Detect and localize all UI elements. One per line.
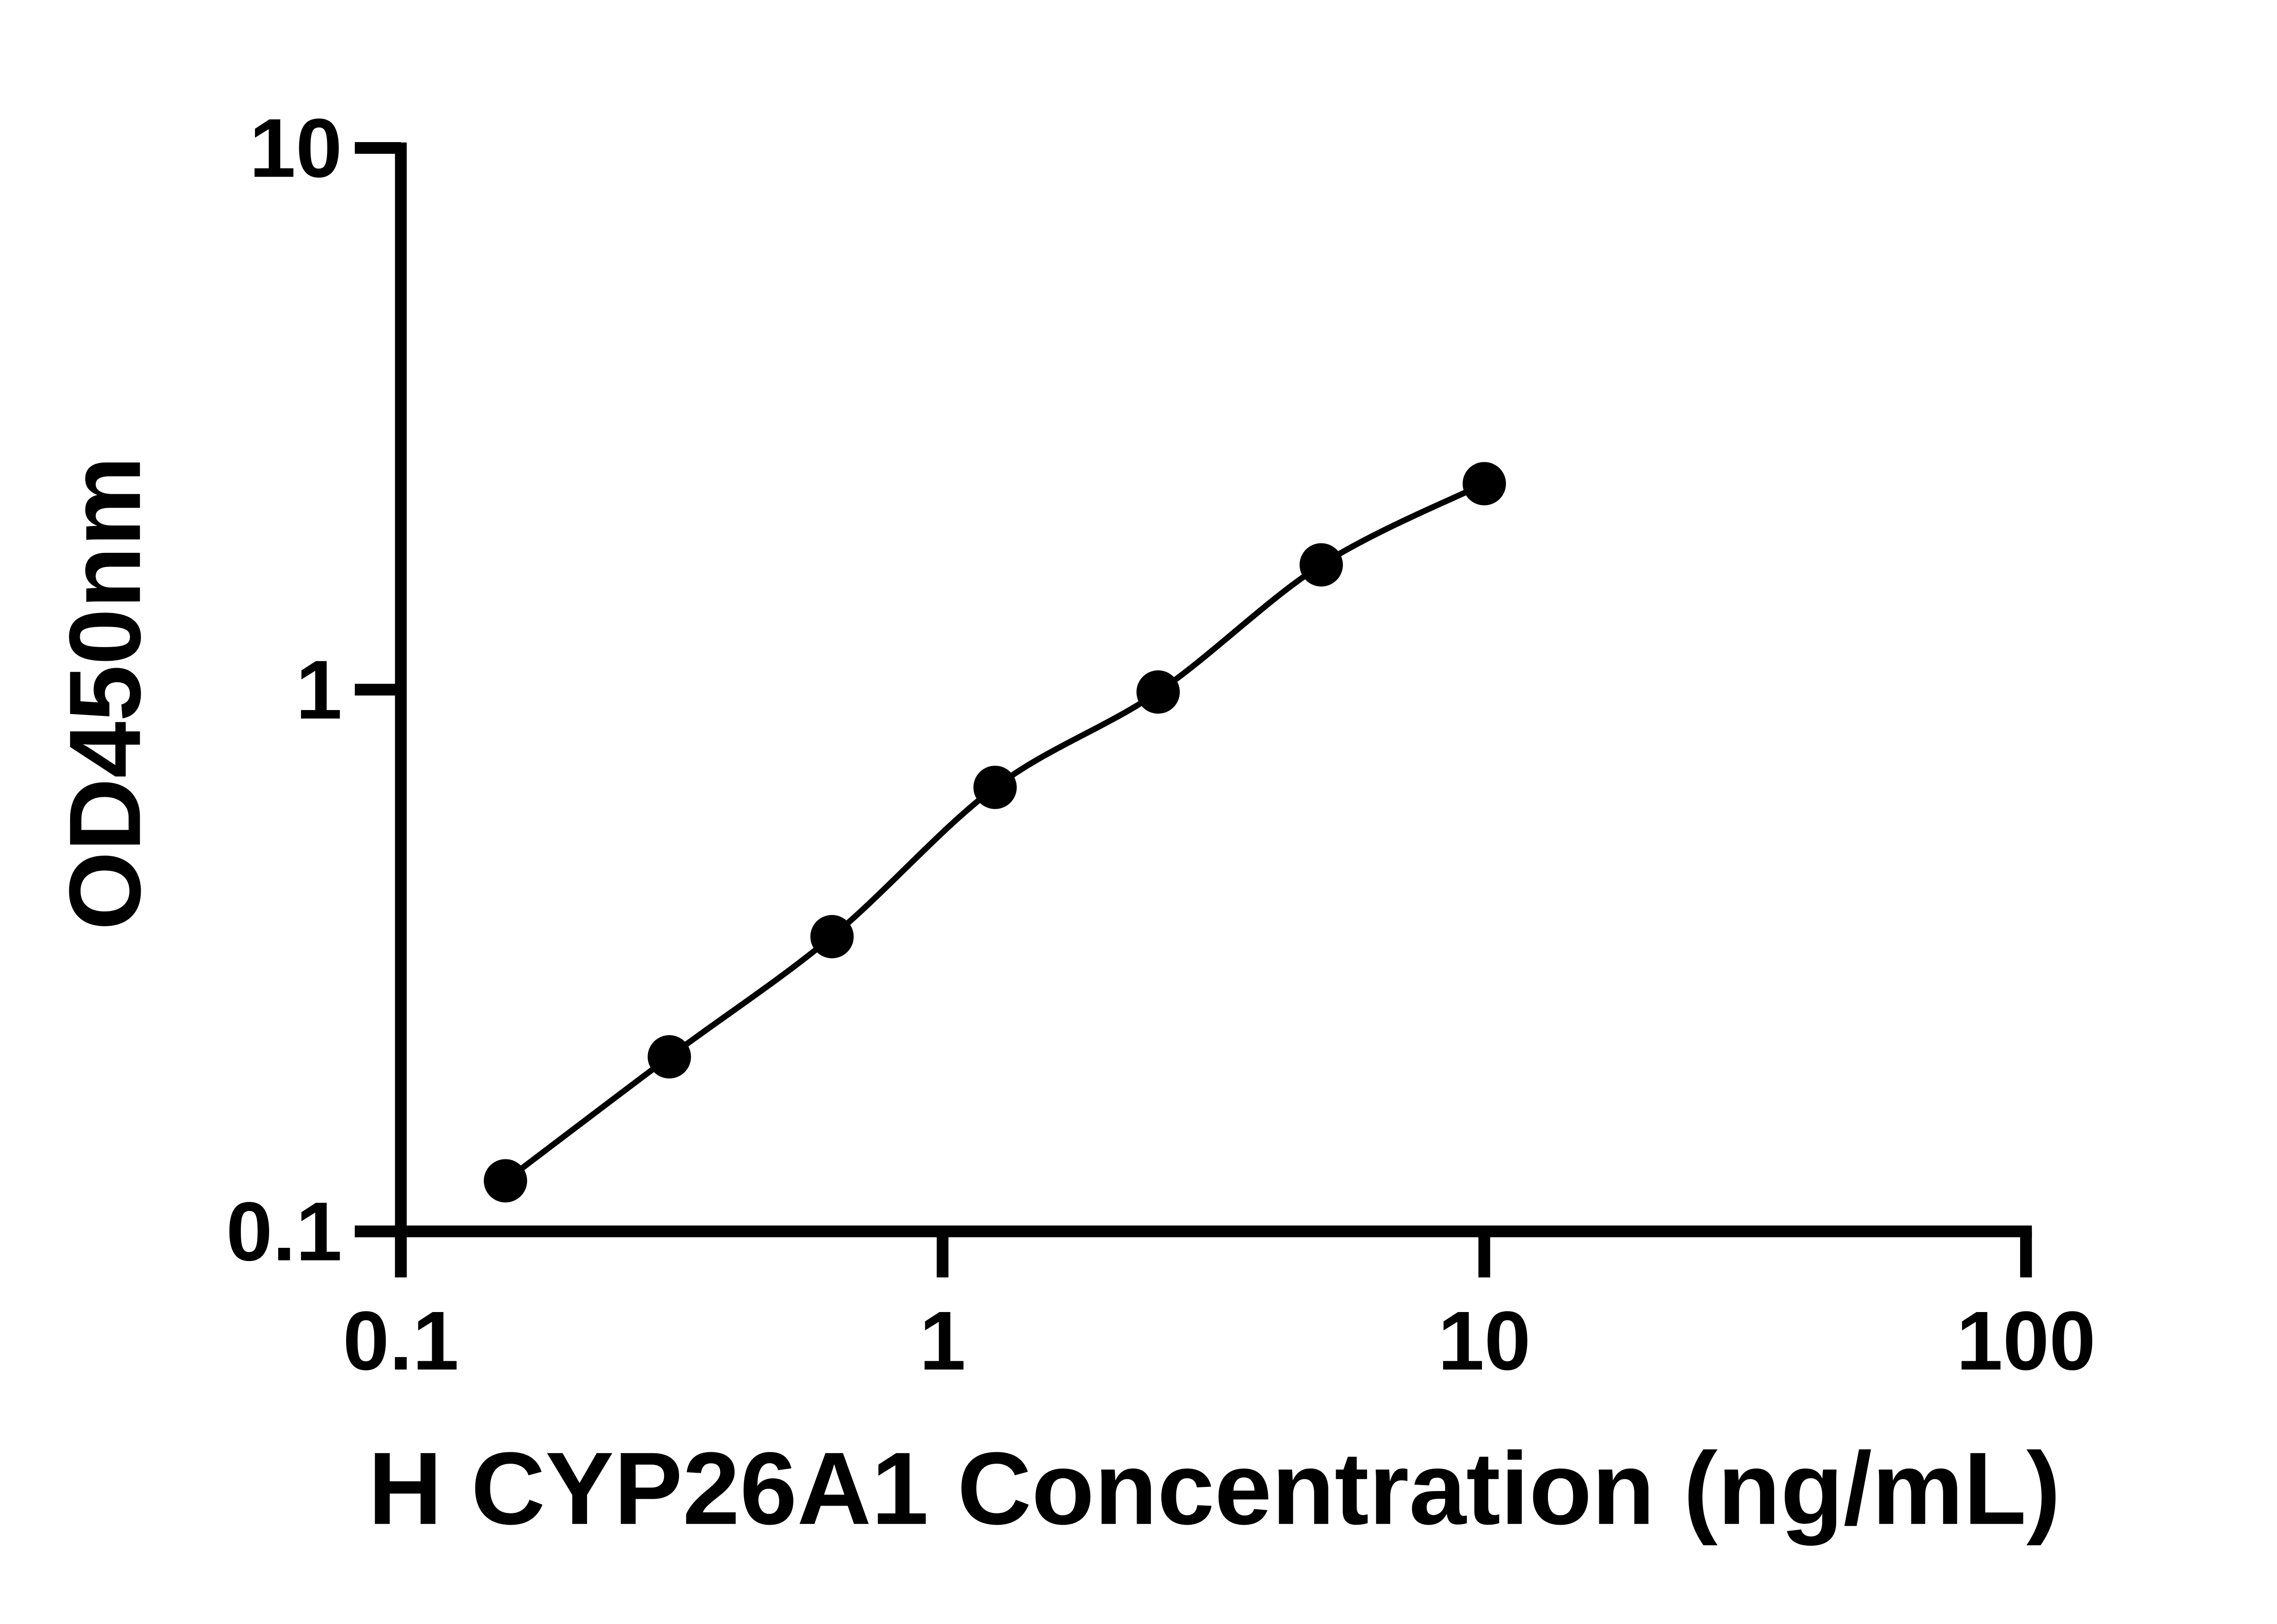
x-tick-marks — [395, 1231, 2032, 1278]
x-tick-label-100: 100 — [1956, 1294, 2096, 1387]
y-tick-labels: 10 1 0.1 — [226, 101, 342, 1278]
x-tick-label-0.1: 0.1 — [343, 1294, 459, 1387]
data-point-1 — [648, 1035, 691, 1079]
data-point-3 — [973, 766, 1017, 809]
y-tick-label-0.1: 0.1 — [226, 1185, 342, 1278]
data-points — [484, 462, 1506, 1203]
data-point-6 — [1462, 462, 1506, 506]
x-tick-label-10: 10 — [1438, 1294, 1531, 1387]
x-axis-title: H CYP26A1 Concentration (ng/mL) — [368, 1430, 2061, 1546]
axes — [355, 142, 2032, 1278]
data-point-0 — [484, 1159, 527, 1203]
y-tick-label-1: 1 — [296, 643, 342, 736]
data-point-5 — [1299, 543, 1343, 587]
data-point-4 — [1136, 670, 1180, 714]
data-point-2 — [810, 915, 854, 959]
y-tick-label-10: 10 — [249, 101, 342, 194]
chart-background — [0, 7, 2277, 1617]
y-axis-title: OD450nm — [48, 456, 162, 930]
y-tick-marks — [355, 142, 401, 1237]
x-tick-label-1: 1 — [919, 1294, 966, 1387]
x-tick-labels: 0.1 1 10 100 — [343, 1294, 2096, 1387]
